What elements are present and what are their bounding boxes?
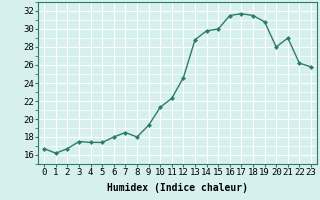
- X-axis label: Humidex (Indice chaleur): Humidex (Indice chaleur): [107, 183, 248, 193]
